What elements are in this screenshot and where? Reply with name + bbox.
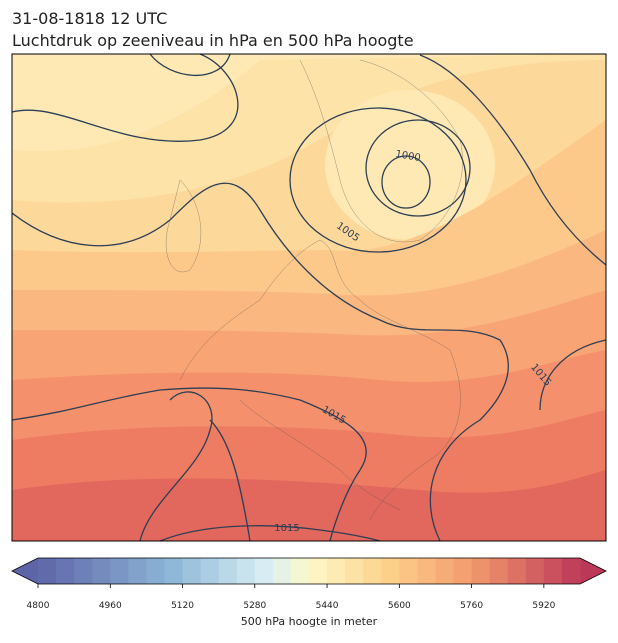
colorbar-segment <box>543 558 563 584</box>
colorbar-extend-low <box>12 558 38 584</box>
colorbar-segment <box>182 558 202 584</box>
colorbar-segment <box>110 558 129 584</box>
colorbar-segment <box>74 558 93 584</box>
colorbar-segment <box>399 558 418 584</box>
colorbar-segment <box>327 558 346 584</box>
colorbar-outline <box>11 557 607 585</box>
colorbar-segment <box>38 558 57 584</box>
colorbar-segment <box>453 558 473 584</box>
colorbar-tick-label: 5440 <box>316 601 339 611</box>
colorbar-segment <box>489 558 509 584</box>
colorbar-tick-label: 5920 <box>532 601 555 611</box>
colorbar-segment <box>164 558 184 584</box>
colorbar-segment <box>471 558 491 584</box>
colorbar-label: 500 hPa hoogte in meter <box>241 615 378 628</box>
contour-label: 1000 <box>394 149 421 164</box>
colorbar-segment <box>200 558 220 584</box>
subtitle: Luchtdruk op zeeniveau in hPa en 500 hPa… <box>12 31 414 50</box>
colorbar-segment <box>507 558 527 584</box>
colorbar-segment <box>128 558 147 584</box>
colorbar-segment <box>272 558 292 584</box>
map <box>12 54 606 541</box>
colorbar-segment <box>435 558 455 584</box>
colorbar-tick-label: 5760 <box>460 601 483 611</box>
colorbar-segment <box>254 558 274 584</box>
colorbar-segment <box>345 558 364 584</box>
colorbar-segment <box>290 558 310 584</box>
colorbar: 4800 4960 5120 5280 5440 5600 5760 5920 <box>11 557 607 611</box>
colorbar-segment <box>92 558 111 584</box>
map-frame <box>11 53 607 542</box>
colorbar-tick-label: 5280 <box>243 601 266 611</box>
colorbar-segment <box>561 558 581 584</box>
colorbar-tick-label: 4960 <box>99 601 122 611</box>
colorbar-segment <box>218 558 238 584</box>
colorbar-segment <box>309 558 328 584</box>
colorbar-segment <box>236 558 256 584</box>
colorbar-extend-high <box>580 558 606 584</box>
colorbar-segment <box>56 558 75 584</box>
colorbar-segment <box>381 558 400 584</box>
colorbar-tick-label: 5120 <box>171 601 194 611</box>
colorbar-segment <box>525 558 545 584</box>
colorbar-segment <box>417 558 436 584</box>
colorbar-tick-label: 4800 <box>27 601 50 611</box>
colorbar-segment <box>146 558 165 584</box>
colorbar-tick-label: 5600 <box>388 601 411 611</box>
title: 31-08-1818 12 UTC <box>12 9 167 28</box>
contour-label: 1015 <box>274 523 299 534</box>
colorbar-segment <box>363 558 382 584</box>
